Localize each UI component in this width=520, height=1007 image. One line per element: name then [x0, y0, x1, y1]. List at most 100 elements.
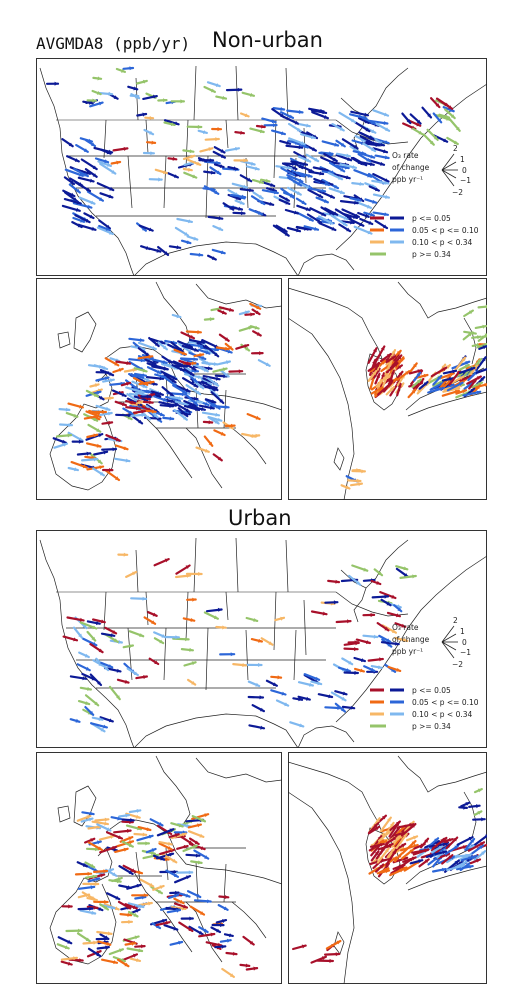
trend-arrowhead — [367, 230, 372, 235]
trend-arrowhead — [136, 883, 141, 888]
trend-arrowhead — [149, 130, 154, 135]
trend-arrowhead — [227, 938, 231, 943]
trend-arrowhead — [472, 378, 477, 383]
trend-arrowhead — [261, 124, 265, 129]
trend-arrowhead — [347, 619, 351, 624]
trend-arrowhead — [129, 644, 133, 649]
trend-arrowhead — [200, 340, 204, 345]
trend-arrowhead — [354, 200, 358, 205]
trend-arrowhead — [191, 681, 196, 685]
trend-arrowhead — [484, 382, 487, 387]
trend-arrowhead — [383, 121, 388, 126]
trend-arrowhead — [104, 666, 109, 671]
trend-arrowhead — [99, 364, 103, 369]
trend-arrowhead — [128, 919, 132, 924]
trend-arrowhead — [442, 837, 447, 842]
trend-arrowhead — [105, 945, 109, 950]
trend-arrowhead — [67, 939, 72, 944]
legend-class-label: 0.10 < p < 0.34 — [412, 238, 472, 247]
trend-arrowhead — [455, 126, 460, 131]
trend-arrowhead — [485, 304, 487, 309]
trend-arrowhead — [383, 224, 387, 229]
trend-arrowhead — [397, 365, 402, 369]
trend-arrowhead — [159, 412, 164, 417]
rate-compass-icon — [441, 625, 458, 659]
trend-arrowhead — [359, 181, 364, 186]
trend-arrowhead — [371, 129, 376, 133]
trend-arrowhead — [260, 725, 264, 730]
trend-arrowhead — [106, 224, 110, 229]
trend-arrowhead — [190, 154, 195, 159]
trend-arrowhead — [472, 855, 477, 860]
trend-arrowhead — [64, 945, 69, 950]
trend-arrowhead — [78, 182, 83, 186]
trend-arrowhead — [258, 638, 262, 643]
trend-arrowhead — [88, 817, 93, 822]
legend-tick-1-urban: 1 — [460, 627, 465, 636]
trend-arrowhead — [298, 178, 303, 183]
trend-arrowhead — [319, 171, 324, 176]
trend-arrowhead — [182, 351, 186, 355]
trend-arrowhead — [97, 388, 102, 393]
trend-arrowhead — [379, 657, 383, 662]
trend-arrowhead — [223, 374, 227, 379]
trend-arrowhead — [113, 95, 118, 99]
trend-arrowhead — [197, 124, 202, 129]
trend-arrowhead — [231, 423, 235, 428]
trend-arrowhead — [112, 872, 117, 876]
trend-arrowhead — [193, 357, 198, 362]
trend-arrowhead — [306, 696, 310, 701]
trend-arrowhead — [85, 701, 90, 706]
trend-arrowhead — [205, 350, 210, 355]
legend-tick-m2-urban: −2 — [452, 660, 463, 669]
trend-arrowhead — [113, 960, 117, 965]
trend-arrowhead — [169, 828, 174, 833]
trend-arrowhead — [319, 179, 324, 184]
trend-arrowhead — [190, 617, 195, 622]
trend-arrowhead — [116, 695, 120, 700]
trend-arrowhead — [173, 869, 178, 874]
trend-arrowhead — [131, 941, 136, 946]
trend-arrowhead — [128, 836, 133, 841]
trend-arrowhead — [103, 450, 108, 455]
trend-arrowhead — [365, 127, 370, 132]
trend-arrowhead — [207, 380, 211, 385]
trend-arrowhead — [186, 823, 191, 828]
trend-arrowhead — [109, 186, 114, 191]
trend-arrowhead — [87, 686, 91, 691]
trend-arrowhead — [173, 926, 178, 931]
trend-arrowhead — [411, 389, 416, 394]
trend-arrowhead — [340, 142, 345, 147]
trend-arrowhead — [104, 821, 108, 826]
trend-arrowhead — [79, 958, 83, 963]
trend-arrowhead — [135, 814, 140, 819]
trend-arrowhead — [311, 147, 316, 151]
trend-arrowhead — [346, 153, 350, 158]
trend-arrowhead — [229, 307, 233, 312]
trend-arrowhead — [98, 648, 103, 653]
trend-arrowhead — [401, 623, 406, 628]
trend-arrowhead — [384, 180, 389, 185]
trend-arrowhead — [123, 552, 128, 557]
trend-arrowhead — [175, 890, 179, 895]
trend-arrowhead — [174, 121, 179, 126]
trend-arrowhead — [178, 823, 183, 828]
trend-arrowhead — [381, 361, 386, 365]
trend-arrowhead — [133, 953, 137, 958]
trend-arrowhead — [209, 317, 214, 322]
trend-arrowhead — [103, 366, 108, 370]
trend-arrowhead — [403, 638, 408, 643]
trend-arrowhead — [354, 670, 358, 675]
trend-arrowhead — [74, 158, 79, 162]
trend-arrowhead — [216, 170, 221, 175]
trend-arrowhead — [368, 220, 373, 225]
legend-tick-0: 0 — [462, 166, 467, 175]
trend-arrowhead — [78, 439, 83, 444]
trend-arrowhead — [197, 330, 201, 335]
trend-arrowhead — [70, 180, 74, 184]
trend-arrowhead — [183, 844, 188, 849]
trend-arrowhead — [345, 175, 350, 180]
trend-arrowhead — [152, 612, 157, 617]
trend-arrowhead — [109, 372, 114, 376]
trend-arrowhead — [411, 856, 416, 861]
